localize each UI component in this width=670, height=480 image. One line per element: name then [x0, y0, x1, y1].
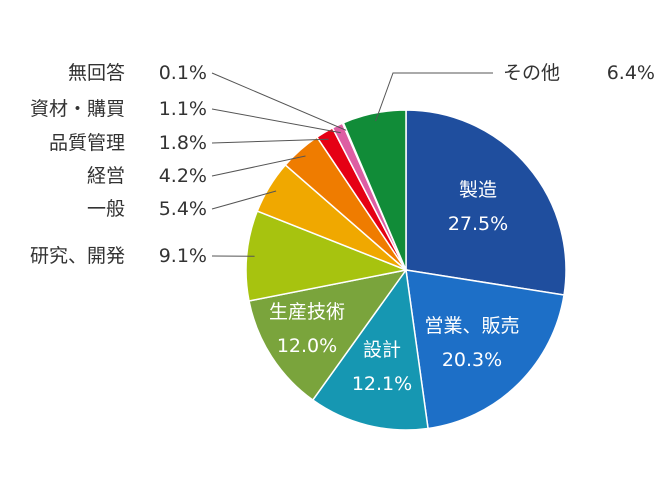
slice-value-label: 5.4%: [159, 198, 207, 220]
slice-label: 設計: [363, 339, 401, 361]
pie-slice: [311, 268, 429, 431]
slice-value-label: 4.2%: [159, 165, 207, 187]
pie-slice: [405, 109, 567, 296]
slice-value-label: 1.8%: [159, 132, 207, 154]
leader-line: [211, 72, 347, 131]
pie-slice: [342, 109, 407, 271]
slice-label: 研究、開発: [30, 245, 125, 267]
leader-line: [211, 138, 329, 144]
leader-line: [211, 155, 306, 177]
slice-label: 資材・購買: [30, 98, 125, 120]
slice-label: 製造: [459, 179, 497, 201]
slice-value-label: 27.5%: [448, 213, 508, 235]
leader-line: [211, 190, 277, 210]
pie-slice: [248, 268, 408, 402]
slice-value-label: 6.4%: [607, 62, 655, 84]
slice-value-label: 9.1%: [159, 245, 207, 267]
slice-label: 経営: [87, 165, 125, 187]
slice-value-label: 20.3%: [442, 349, 502, 371]
slice-label: 無回答: [68, 62, 125, 84]
slice-label: 営業、販売: [424, 315, 519, 337]
slice-label: その他: [503, 62, 560, 84]
slice-label: 品質管理: [49, 132, 125, 154]
slice-value-label: 12.1%: [352, 373, 412, 395]
slice-label: 生産技術: [269, 301, 345, 323]
slice-value-label: 0.1%: [159, 62, 207, 84]
slice-value-label: 12.0%: [277, 335, 337, 357]
pie-slice: [405, 269, 565, 430]
slice-value-label: 1.1%: [159, 98, 207, 120]
slice-label: 一般: [87, 198, 125, 220]
pie-slice: [245, 210, 409, 302]
leader-line: [211, 108, 341, 134]
leader-line: [375, 72, 493, 122]
